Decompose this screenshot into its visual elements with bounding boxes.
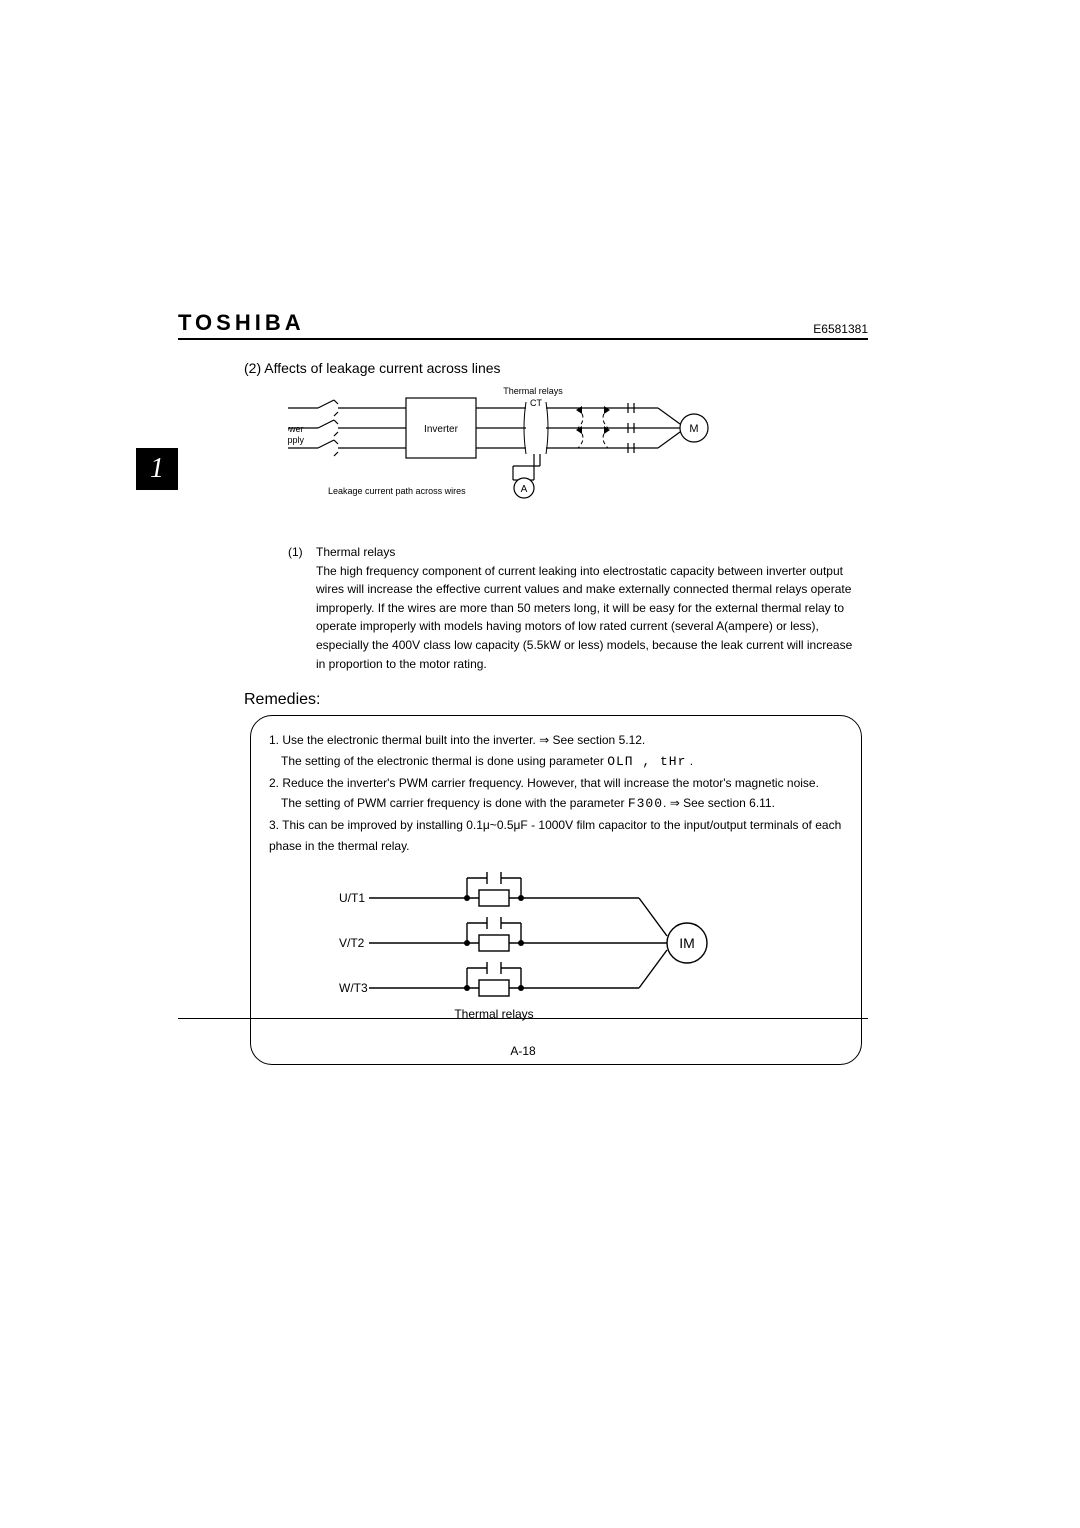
doc-number: E6581381 xyxy=(813,322,868,336)
remedy-3: 3. This can be improved by installing 0.… xyxy=(269,815,845,856)
section-title: (2) Affects of leakage current across li… xyxy=(244,360,868,376)
page-content: TOSHIBA E6581381 1 (2) Affects of leakag… xyxy=(178,310,868,1065)
brand-logo: TOSHIBA xyxy=(178,310,305,336)
leakage-caption: Leakage current path across wires xyxy=(328,486,466,496)
item-paragraph: The high frequency component of current … xyxy=(288,562,858,674)
page-number: A-18 xyxy=(178,1044,868,1058)
remedy-2b: The setting of PWM carrier frequency is … xyxy=(269,793,845,815)
diagram-leakage-current: Inverter CT Thermal relays xyxy=(288,384,868,529)
label-u: U/T1 xyxy=(339,891,365,905)
motor-label: M xyxy=(689,423,698,435)
ammeter-label: A xyxy=(521,484,528,495)
power-label-1: Power supply xyxy=(288,424,306,445)
item-num: (1) xyxy=(288,543,316,562)
header: TOSHIBA E6581381 xyxy=(178,310,868,340)
label-w: W/T3 xyxy=(339,981,368,995)
item-title: Thermal relays xyxy=(316,545,395,559)
label-v: V/T2 xyxy=(339,936,365,950)
chapter-number: 1 xyxy=(150,453,164,485)
remedy-2a: 2. Reduce the inverter's PWM carrier fre… xyxy=(269,773,845,793)
body-paragraph: (1)Thermal relays The high frequency com… xyxy=(288,543,858,673)
thermal-relays-top-label: Thermal relays xyxy=(503,386,563,396)
im-label: IM xyxy=(679,935,695,951)
remedy-1a: 1. Use the electronic thermal built into… xyxy=(269,730,845,750)
ct-label: CT xyxy=(530,398,542,408)
remedy-1b: The setting of the electronic thermal is… xyxy=(269,751,845,773)
remedies-heading: Remedies: xyxy=(244,691,868,709)
inverter-label: Inverter xyxy=(424,424,459,435)
remedies-box: 1. Use the electronic thermal built into… xyxy=(250,715,862,1065)
chapter-badge: 1 xyxy=(136,448,178,490)
param-olm-thr: OLП , tHr xyxy=(607,754,686,769)
footer-rule xyxy=(178,1018,868,1019)
param-f300: F300 xyxy=(628,796,663,811)
